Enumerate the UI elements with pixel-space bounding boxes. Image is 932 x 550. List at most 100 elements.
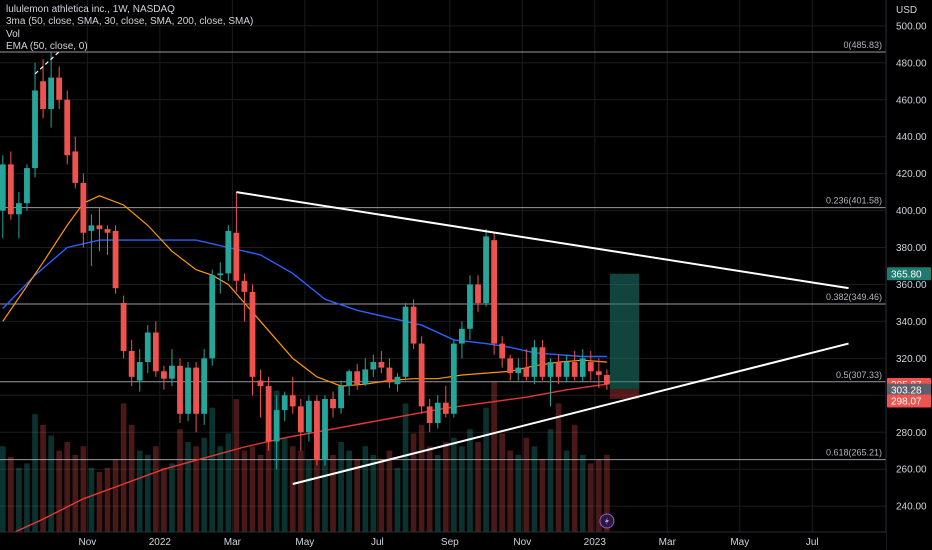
volume-bar: [370, 454, 377, 532]
ma-indicator-label: 3ma (50, close, SMA, 30, close, SMA, 200…: [6, 16, 254, 28]
volume-bar: [523, 437, 530, 532]
candle-body: [539, 347, 546, 377]
candle-body: [144, 332, 151, 363]
fib-level-label: 0.236(401.58): [826, 196, 882, 206]
price-tick-label: 420.00: [896, 169, 927, 180]
volume-bar: [185, 442, 191, 532]
volume-bar: [241, 450, 248, 532]
candle-body: [378, 362, 385, 368]
volume-bar: [257, 454, 264, 532]
candle-body: [314, 400, 320, 460]
volume-bar: [555, 403, 562, 532]
candle-body: [571, 362, 578, 377]
descending-trendline: [236, 191, 849, 290]
volume-bar: [539, 459, 546, 532]
candle-body: [96, 225, 103, 230]
candle-body: [80, 182, 87, 233]
time-tick-label: Nov: [78, 537, 96, 548]
candle-body: [120, 302, 127, 351]
candle-body: [265, 386, 272, 442]
volume-bar: [265, 420, 272, 532]
candle-body: [16, 203, 22, 215]
volume-bar: [169, 463, 175, 532]
volume-bar: [112, 459, 119, 532]
candle-body: [24, 168, 30, 204]
volume-bar: [531, 446, 538, 532]
candle-body: [289, 395, 296, 407]
candle-body: [362, 369, 369, 385]
candle-body: [128, 350, 135, 377]
candle-body: [64, 99, 71, 156]
time-tick-label: Nov: [513, 537, 531, 548]
candle-body: [40, 81, 46, 109]
chart-legend: lululemon athletica inc., 1W, NASDAQ 3ma…: [6, 4, 253, 54]
price-tick-label: 340.00: [896, 317, 927, 328]
volume-bar: [161, 467, 167, 532]
candle-body: [152, 332, 159, 372]
time-tick-label: May: [730, 537, 749, 548]
price-tick-label: 360.00: [896, 280, 927, 291]
time-tick-label: 2022: [149, 537, 172, 548]
candle-body: [450, 343, 457, 414]
volume-bar: [322, 446, 328, 532]
volume-bar: [281, 437, 288, 532]
candle-body: [32, 90, 38, 169]
symbol-title: lululemon athletica inc., 1W, NASDAQ: [6, 4, 175, 15]
candle-body: [434, 402, 441, 424]
candle-body: [442, 402, 449, 414]
candle-body: [72, 151, 79, 183]
candle-body: [177, 365, 183, 414]
ema-indicator-label: EMA (50, close, 0): [6, 41, 88, 53]
price-tick-label: 500.00: [896, 21, 927, 32]
volume-bar: [418, 424, 425, 532]
time-tick-label: Mar: [224, 537, 242, 548]
candle-body: [0, 164, 6, 211]
volume-bar: [80, 446, 87, 532]
volume-bar: [547, 429, 554, 532]
candle-body: [257, 380, 264, 387]
time-tick-label: Mar: [659, 537, 677, 548]
candle-body: [346, 371, 353, 387]
candle-body: [587, 362, 594, 372]
volume-bar: [596, 459, 602, 532]
fib-level-label: 0.382(349.46): [826, 292, 882, 302]
volume-bar: [56, 450, 63, 532]
volume-bar: [217, 446, 224, 532]
candle-body: [241, 280, 248, 292]
volume-bar: [72, 454, 79, 532]
volume-bar: [483, 407, 489, 532]
candle-body: [104, 229, 111, 233]
price-tick-label: 380.00: [896, 243, 927, 254]
candle-body: [603, 374, 610, 385]
volume-bar: [153, 446, 159, 532]
volume-bar: [386, 450, 393, 532]
volume-bar: [426, 446, 433, 532]
volume-bar: [48, 435, 54, 532]
volume-bar: [346, 450, 352, 532]
volume-bar: [306, 459, 312, 532]
volume-bar: [378, 459, 385, 532]
candle-body: [322, 399, 328, 460]
volume-bar: [16, 467, 22, 532]
fib-level-label: 0(485.83): [843, 40, 882, 50]
lightning-glyph: [604, 517, 609, 525]
price-badge-label: 365.80: [891, 269, 922, 280]
fib-level-label: 0.5(307.33): [836, 370, 882, 380]
time-tick-label: Jul: [371, 537, 384, 548]
candle-body: [169, 365, 175, 379]
volume-bar: [507, 450, 514, 532]
volume-bar: [24, 463, 30, 532]
position-profit-zone: [609, 273, 640, 390]
candle-body: [475, 284, 481, 303]
candle-body: [112, 230, 119, 289]
volume-bar: [499, 433, 506, 532]
volume-bar: [402, 403, 409, 532]
dashed-trendline: [34, 51, 60, 75]
time-tick-label: 2023: [584, 537, 607, 548]
price-badge: [887, 394, 931, 408]
volume-bar: [249, 446, 256, 532]
candle-body: [281, 395, 288, 411]
sma200-line: [2, 383, 607, 539]
